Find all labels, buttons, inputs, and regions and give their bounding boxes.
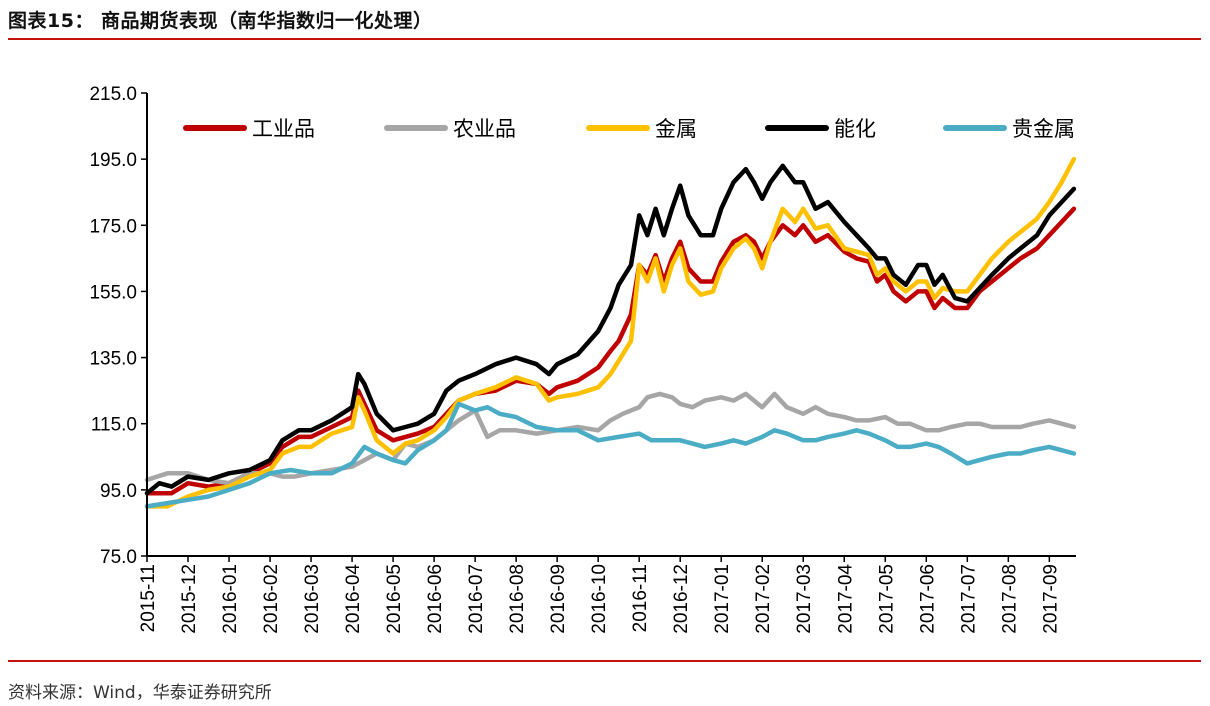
x-tick-label: 2017-08 — [999, 564, 1020, 634]
x-tick-label: 2017-03 — [794, 564, 815, 634]
x-tick-label: 2016-12 — [671, 564, 692, 634]
x-tick-label: 2016-01 — [220, 564, 241, 634]
y-tick-label: 75.0 — [100, 547, 137, 568]
series-line-3 — [144, 163, 1077, 496]
x-tick-label: 2015-12 — [179, 564, 200, 634]
y-tick-label: 215.0 — [89, 84, 137, 105]
x-tick-label: 2017-09 — [1040, 564, 1061, 634]
x-tick-label: 2016-10 — [589, 564, 610, 634]
x-tick-label: 2016-08 — [507, 564, 528, 634]
y-tick-label: 155.0 — [89, 282, 137, 303]
x-tick-label: 2017-04 — [835, 564, 856, 634]
y-tick-label: 135.0 — [89, 349, 137, 370]
x-tick-label: 2016-05 — [384, 564, 405, 634]
legend-label: 农业品 — [453, 117, 516, 141]
x-tick-label: 2017-05 — [876, 564, 897, 634]
x-tick-label: 2017-07 — [958, 564, 979, 634]
y-tick-label: 115.0 — [91, 415, 137, 436]
y-tick-label: 195.0 — [89, 150, 137, 171]
y-tick-label: 95.0 — [100, 481, 137, 502]
header-divider — [8, 38, 1201, 40]
x-tick-label: 2017-06 — [917, 564, 938, 634]
legend-label: 贵金属 — [1012, 117, 1075, 141]
x-tick-label: 2016-11 — [630, 564, 651, 632]
x-tick-label: 2017-02 — [753, 564, 774, 634]
series-line-4 — [144, 401, 1077, 509]
x-tick-label: 2016-07 — [466, 564, 487, 634]
legend-label: 工业品 — [252, 117, 315, 141]
source-note: 资料来源：Wind，华泰证券研究所 — [8, 683, 272, 703]
y-tick-label: 175.0 — [89, 216, 137, 237]
legend-label: 金属 — [655, 117, 697, 141]
x-tick-label: 2016-04 — [343, 564, 364, 634]
legend-label: 能化 — [834, 117, 876, 141]
x-tick-label: 2016-02 — [261, 564, 282, 634]
series-line-2 — [144, 156, 1077, 509]
footer-divider — [8, 660, 1201, 662]
x-tick-label: 2016-06 — [425, 564, 446, 634]
x-tick-label: 2016-09 — [548, 564, 569, 634]
x-tick-label: 2015-11 — [138, 564, 159, 632]
x-tick-label: 2017-01 — [712, 564, 733, 634]
page-title: 图表15： 商品期货表现（南华指数归一化处理） — [8, 10, 433, 32]
x-tick-label: 2016-03 — [302, 564, 323, 634]
